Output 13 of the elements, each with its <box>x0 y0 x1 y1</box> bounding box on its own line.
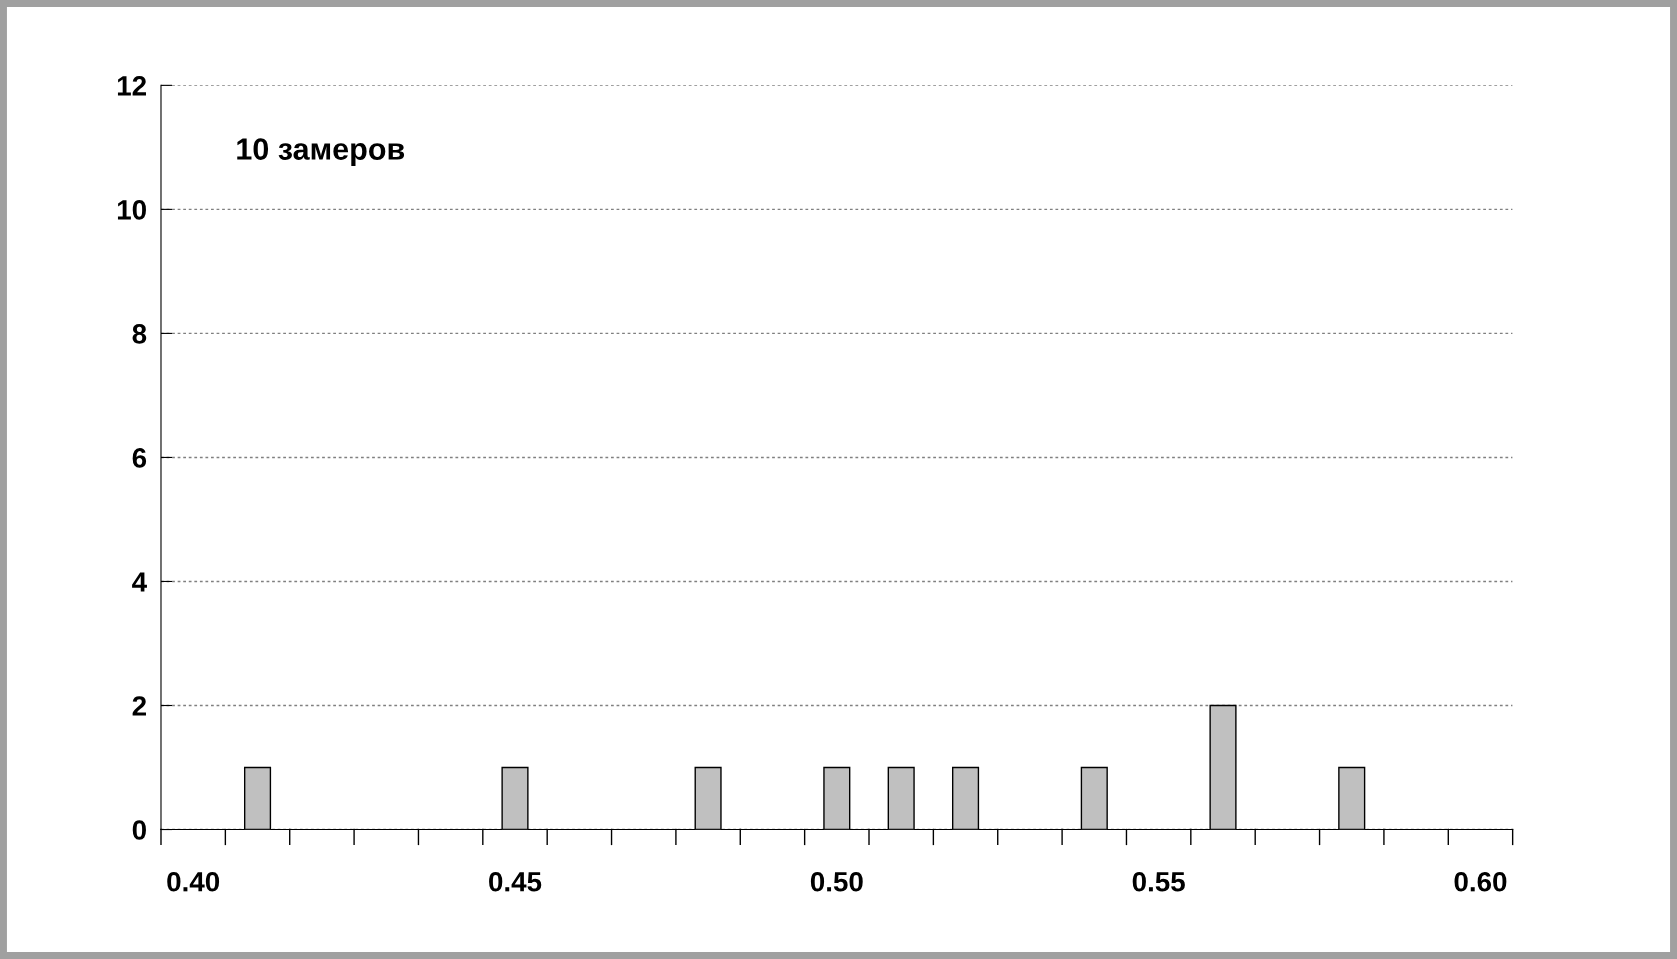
x-tick-label: 0.55 <box>1132 871 1185 892</box>
annotation: 10 замеров <box>237 138 405 166</box>
x-tick-label: 0.60 <box>1454 871 1507 892</box>
x-tick-label: 0.45 <box>489 871 542 892</box>
x-tick-label: 0.40 <box>167 871 220 892</box>
y-tick-label: 6 <box>132 448 147 468</box>
y-tick-label: 2 <box>132 696 146 716</box>
y-tick-label: 12 <box>117 76 146 96</box>
y-tick-label: 0 <box>132 820 146 840</box>
x-tick-label: 0.50 <box>810 871 863 892</box>
y-tick-label: 4 <box>132 572 147 592</box>
y-tick-label: 8 <box>132 324 147 344</box>
y-tick-label: 10 <box>117 200 146 220</box>
